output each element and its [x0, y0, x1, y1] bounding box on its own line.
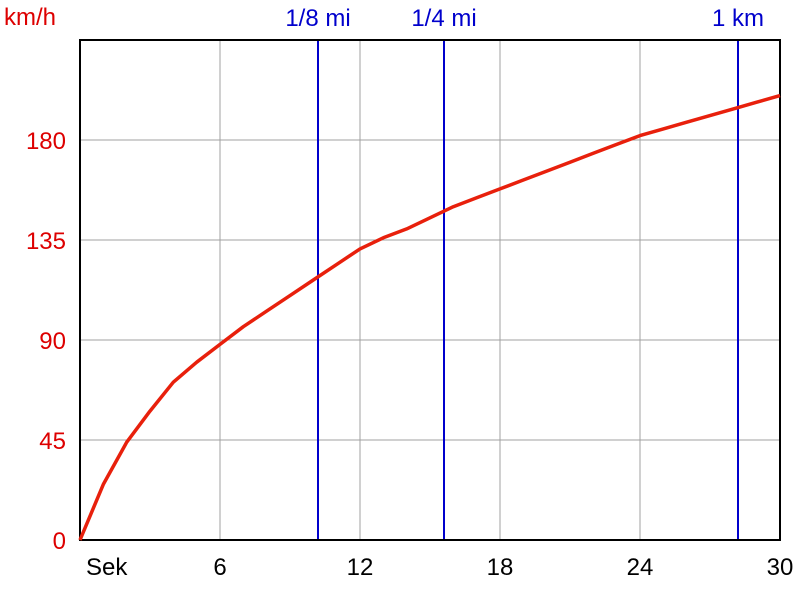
y-tick-label-4: 180 — [26, 128, 66, 155]
x-tick-label-0: 6 — [213, 554, 226, 581]
x-tick-labels: 6 12 18 24 30 — [213, 554, 793, 581]
x-tick-label-3: 24 — [627, 554, 654, 581]
grid — [80, 40, 780, 540]
y-tick-label-0: 0 — [53, 528, 66, 555]
marker-label-0: 1/8 mi — [285, 5, 350, 32]
y-axis-label: km/h — [4, 4, 56, 31]
distance-markers: 1/8 mi 1/4 mi 1 km — [285, 5, 764, 540]
y-tick-label-1: 45 — [39, 428, 66, 455]
marker-label-2: 1 km — [712, 5, 764, 32]
y-tick-label-2: 90 — [39, 328, 66, 355]
plot-frame — [79, 39, 781, 541]
speed-curve — [78, 93, 781, 541]
x-tick-label-1: 12 — [347, 554, 374, 581]
x-tick-label-2: 18 — [487, 554, 514, 581]
x-axis-label: Sek — [86, 554, 128, 581]
marker-label-1: 1/4 mi — [411, 5, 476, 32]
y-tick-labels: 0 45 90 135 180 — [26, 128, 66, 555]
x-tick-label-4: 30 — [767, 554, 794, 581]
y-tick-label-3: 135 — [26, 228, 66, 255]
